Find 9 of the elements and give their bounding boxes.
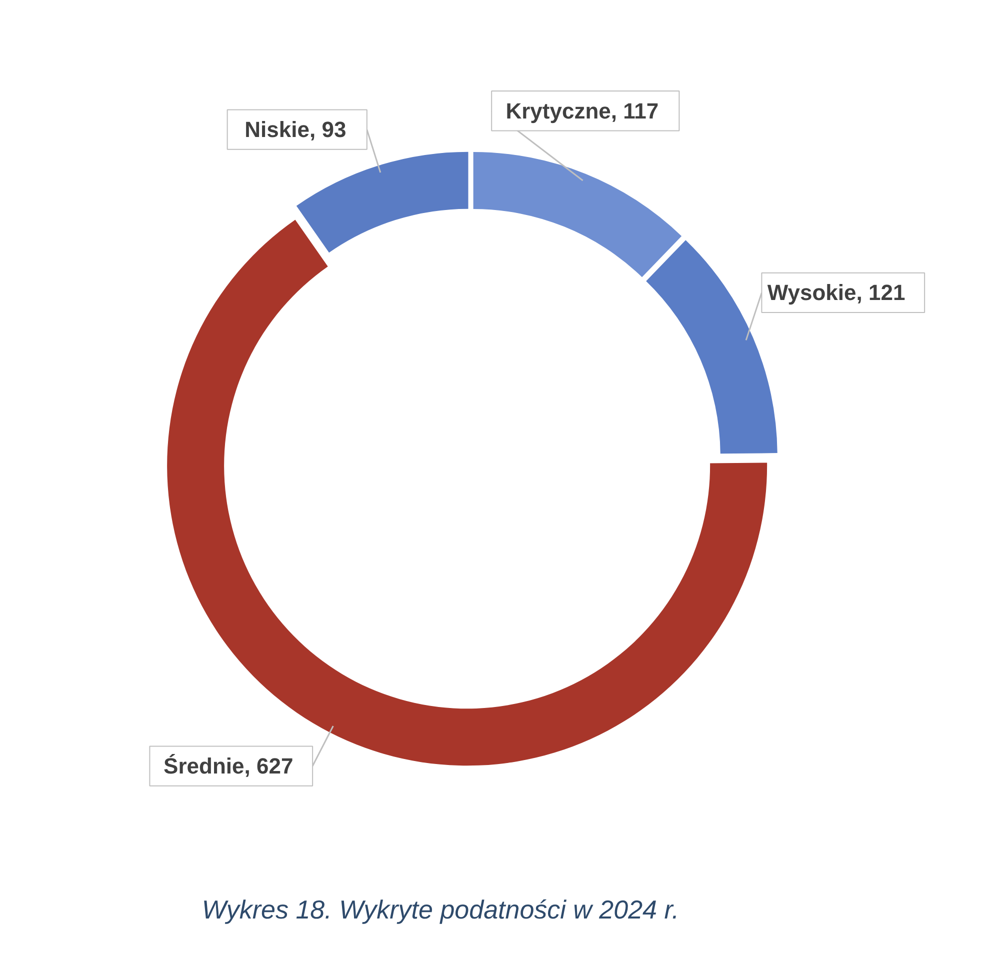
slice-label: Krytyczne: [506, 98, 611, 124]
text: Wykres 18. Wykryte podatności w 2024 r.: [202, 894, 680, 924]
slice-label: Wysokie: [767, 280, 856, 306]
slice-label: Niskie: [244, 117, 310, 142]
data-label: , 121: [856, 280, 906, 306]
data-label: , 627: [244, 754, 294, 779]
slice-label: Średnie: [164, 754, 244, 779]
data-label: , 117: [610, 98, 659, 124]
data-label: , 93: [309, 117, 346, 142]
